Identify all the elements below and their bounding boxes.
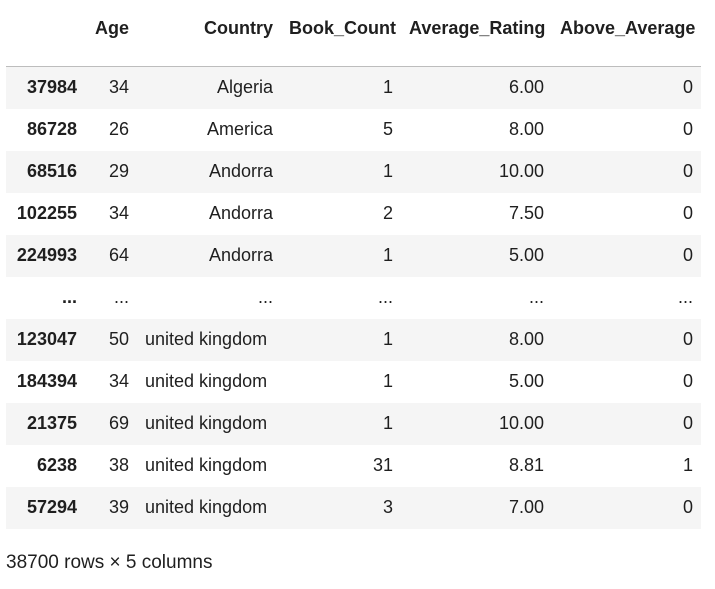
cell-above-average: ... (677, 287, 693, 307)
cell-country: ... (257, 287, 273, 307)
row-index: 184394 (16, 371, 77, 391)
cell-book-count: 1 (382, 245, 393, 265)
cell-country: Andorra (208, 203, 273, 223)
cell-age: 38 (108, 455, 129, 475)
cell-book-count: 1 (382, 161, 393, 181)
cell-average-rating: 8.81 (508, 455, 544, 475)
header-row: Age Country Book_Count Average_Rating Ab… (6, 0, 701, 67)
dataframe-table: Age Country Book_Count Average_Rating Ab… (6, 0, 701, 529)
cell-age: 29 (108, 161, 129, 181)
index-header (6, 0, 85, 67)
cell-book-count: 1 (382, 77, 393, 98)
cell-country: America (206, 119, 273, 139)
table-row: 86728 26 America 5 8.00 0 (6, 109, 701, 151)
table-row: 184394 34 united kingdom 1 5.00 0 (6, 361, 701, 403)
cell-book-count: 31 (372, 455, 393, 475)
cell-book-count: 5 (382, 119, 393, 139)
cell-average-rating: 8.00 (508, 119, 544, 139)
column-header-average-rating: Average_Rating (401, 0, 552, 67)
table-row: 68516 29 Andorra 1 10.00 0 (6, 150, 701, 193)
cell-book-count: 1 (382, 329, 393, 349)
cell-book-count: ... (377, 287, 393, 307)
cell-country: united kingdom (145, 413, 268, 433)
cell-average-rating: 5.00 (508, 371, 544, 391)
cell-age: 64 (108, 245, 129, 265)
table-row: 6238 38 united kingdom 31 8.81 1 (6, 445, 701, 487)
dataframe-output: Age Country Book_Count Average_Rating Ab… (6, 0, 701, 529)
cell-age: 34 (108, 371, 129, 391)
cell-above-average: 0 (682, 203, 693, 223)
cell-average-rating: 6.00 (508, 77, 544, 98)
cell-above-average: 1 (682, 455, 693, 475)
cell-book-count: 1 (382, 413, 393, 433)
row-index: ... (61, 287, 77, 307)
table-row: 102255 34 Andorra 2 7.50 0 (6, 193, 701, 235)
cell-country: Andorra (208, 245, 273, 265)
cell-country: Algeria (216, 77, 273, 98)
table-body: 37984 34 Algeria 1 6.00 0 86728 26 America 5 8.00 0… (6, 66, 701, 529)
cell-age: 50 (108, 329, 129, 349)
cell-age: 39 (108, 497, 129, 517)
cell-age: 34 (108, 203, 129, 223)
table-row: 37984 34 Algeria 1 6.00 0 (6, 66, 701, 109)
cell-average-rating: 10.00 (498, 413, 544, 433)
cell-country: united kingdom (145, 371, 268, 391)
cell-age: 34 (108, 77, 129, 98)
cell-country: Andorra (208, 161, 273, 181)
cell-book-count: 1 (382, 371, 393, 391)
column-header-age: Age (85, 0, 137, 67)
cell-above-average: 0 (682, 371, 693, 391)
row-index: 57294 (26, 497, 77, 517)
cell-average-rating: 10.00 (498, 161, 544, 181)
table-header: Age Country Book_Count Average_Rating Ab… (6, 0, 701, 67)
table-row: 21375 69 united kingdom 1 10.00 0 (6, 402, 701, 445)
cell-book-count: 3 (382, 497, 393, 517)
cell-average-rating: 7.50 (508, 203, 544, 223)
cell-average-rating: 8.00 (508, 329, 544, 349)
row-index: 123047 (16, 329, 77, 349)
row-index: 68516 (26, 161, 77, 181)
cell-age: 26 (108, 119, 129, 139)
cell-above-average: 0 (682, 119, 693, 139)
cell-above-average: 0 (682, 77, 693, 98)
cell-average-rating: 5.00 (508, 245, 544, 265)
cell-above-average: 0 (682, 161, 693, 181)
column-header-country: Country (137, 0, 281, 67)
cell-above-average: 0 (682, 413, 693, 433)
cell-book-count: 2 (382, 203, 393, 223)
cell-above-average: 0 (682, 245, 693, 265)
row-index: 102255 (16, 203, 77, 223)
cell-above-average: 0 (682, 329, 693, 349)
row-index: 37984 (26, 77, 77, 98)
cell-age: ... (113, 287, 129, 307)
column-header-book-count: Book_Count (281, 0, 401, 67)
row-index: 6238 (36, 455, 77, 475)
cell-country: united kingdom (145, 329, 268, 349)
table-row: 57294 39 united kingdom 3 7.00 0 (6, 486, 701, 529)
table-row: .................. (6, 277, 701, 319)
column-header-above-average: Above_Average (552, 0, 701, 67)
cell-country: united kingdom (145, 455, 268, 475)
cell-country: united kingdom (145, 497, 268, 517)
cell-age: 69 (108, 413, 129, 433)
table-row: 224993 64 Andorra 1 5.00 0 (6, 234, 701, 277)
table-row: 123047 50 united kingdom 1 8.00 0 (6, 318, 701, 361)
row-index: 86728 (26, 119, 77, 139)
dataframe-shape-caption: 38700 rows × 5 columns (6, 552, 213, 573)
cell-above-average: 0 (682, 497, 693, 517)
row-index: 21375 (26, 413, 77, 433)
cell-average-rating: ... (528, 287, 544, 307)
row-index: 224993 (16, 245, 77, 265)
cell-average-rating: 7.00 (508, 497, 544, 517)
